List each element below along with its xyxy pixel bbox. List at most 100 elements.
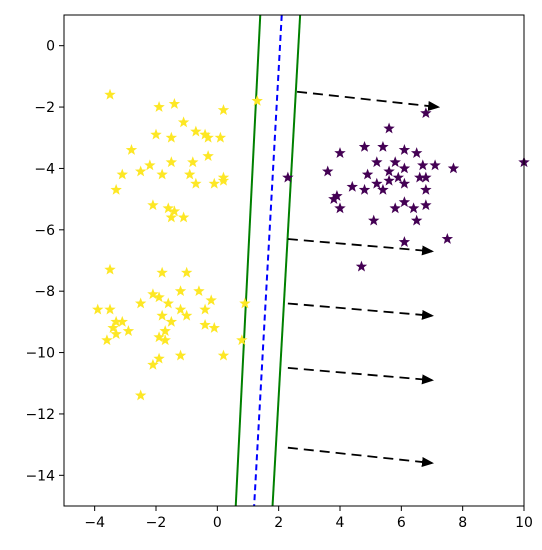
point-class-a xyxy=(208,177,220,189)
x-tick-label: 6 xyxy=(397,515,406,531)
point-class-a xyxy=(199,318,211,330)
shift-arrow xyxy=(296,90,441,111)
point-class-b xyxy=(355,260,368,272)
point-class-b xyxy=(398,162,411,174)
y-tick-label: −14 xyxy=(25,468,55,484)
point-class-a xyxy=(251,94,263,106)
shift-arrow xyxy=(287,302,434,320)
point-class-b xyxy=(346,180,358,192)
y-tick-label: −2 xyxy=(34,100,55,116)
point-class-a xyxy=(134,297,147,309)
points-layer xyxy=(92,88,530,401)
point-class-b xyxy=(334,202,346,214)
point-class-a xyxy=(153,352,165,364)
point-class-b xyxy=(389,202,401,214)
point-class-b xyxy=(420,171,432,183)
point-class-a xyxy=(217,349,230,361)
point-class-a xyxy=(180,266,193,278)
point-class-b xyxy=(410,147,423,158)
point-class-b xyxy=(377,183,389,195)
point-class-a xyxy=(177,211,190,223)
point-class-a xyxy=(199,128,211,140)
point-class-b xyxy=(398,236,411,247)
point-class-a xyxy=(156,168,168,180)
point-class-a xyxy=(122,325,135,336)
point-class-a xyxy=(153,101,165,112)
point-class-a xyxy=(116,168,128,180)
point-class-a xyxy=(180,309,193,321)
point-class-a xyxy=(208,322,220,333)
point-class-b xyxy=(377,140,389,152)
point-class-b xyxy=(398,196,411,208)
point-class-a xyxy=(134,389,147,401)
point-class-a xyxy=(134,165,147,177)
point-class-b xyxy=(410,214,423,226)
point-class-a xyxy=(165,131,178,143)
decision-boundary-line xyxy=(253,15,283,506)
point-class-b xyxy=(368,214,380,226)
point-class-a xyxy=(162,202,174,214)
margin-line xyxy=(271,15,302,506)
point-class-b xyxy=(441,233,454,244)
point-class-b xyxy=(389,156,401,168)
point-class-a xyxy=(199,303,211,315)
point-class-a xyxy=(187,156,199,168)
point-class-a xyxy=(153,291,165,303)
point-class-a xyxy=(165,156,178,168)
x-tick-label: −4 xyxy=(84,515,105,531)
point-class-a xyxy=(147,288,159,300)
point-class-a xyxy=(147,358,159,370)
point-class-b xyxy=(371,177,383,189)
point-class-a xyxy=(159,334,171,346)
point-class-a xyxy=(156,266,168,278)
point-class-b xyxy=(392,171,404,183)
point-class-a xyxy=(190,125,202,137)
point-class-b xyxy=(398,144,411,155)
point-class-a xyxy=(92,303,104,315)
point-class-b xyxy=(398,177,411,189)
point-class-a xyxy=(174,303,187,315)
x-tick-label: 8 xyxy=(458,515,467,531)
point-class-a xyxy=(184,168,196,180)
point-class-b xyxy=(328,193,340,204)
point-class-a xyxy=(236,334,248,346)
y-tick-label: −12 xyxy=(25,407,55,423)
point-class-a xyxy=(217,171,230,183)
x-tick-label: 2 xyxy=(274,515,283,531)
point-class-b xyxy=(361,168,374,180)
point-class-b xyxy=(420,107,432,119)
point-class-a xyxy=(217,104,230,115)
point-class-b xyxy=(429,159,441,171)
point-class-b xyxy=(420,183,432,195)
point-class-a xyxy=(104,303,116,315)
point-class-b xyxy=(407,202,420,214)
x-tick-label: −2 xyxy=(146,515,167,531)
point-class-b xyxy=(334,147,346,158)
point-class-a xyxy=(165,315,178,327)
point-class-a xyxy=(190,177,202,189)
point-class-b xyxy=(331,190,343,201)
point-class-a xyxy=(159,325,171,336)
x-tick-label: 0 xyxy=(213,515,222,531)
shift-arrow xyxy=(287,446,434,467)
lines-layer xyxy=(234,15,302,506)
shift-arrow xyxy=(287,238,434,256)
point-class-a xyxy=(110,183,122,195)
point-class-b xyxy=(358,140,371,152)
point-class-a xyxy=(202,131,214,143)
point-class-a xyxy=(116,315,128,327)
y-tick-label: −8 xyxy=(34,284,55,300)
point-class-b xyxy=(322,165,334,177)
point-class-a xyxy=(168,205,181,217)
shift-arrow xyxy=(287,367,434,385)
point-class-b xyxy=(414,171,426,183)
point-class-a xyxy=(147,199,159,211)
point-class-a xyxy=(125,144,138,155)
y-tick-label: −4 xyxy=(34,161,55,177)
x-tick-label: 10 xyxy=(515,515,533,531)
point-class-a xyxy=(162,297,174,309)
point-class-a xyxy=(104,263,116,275)
point-class-a xyxy=(205,294,217,306)
point-class-a xyxy=(110,328,122,339)
